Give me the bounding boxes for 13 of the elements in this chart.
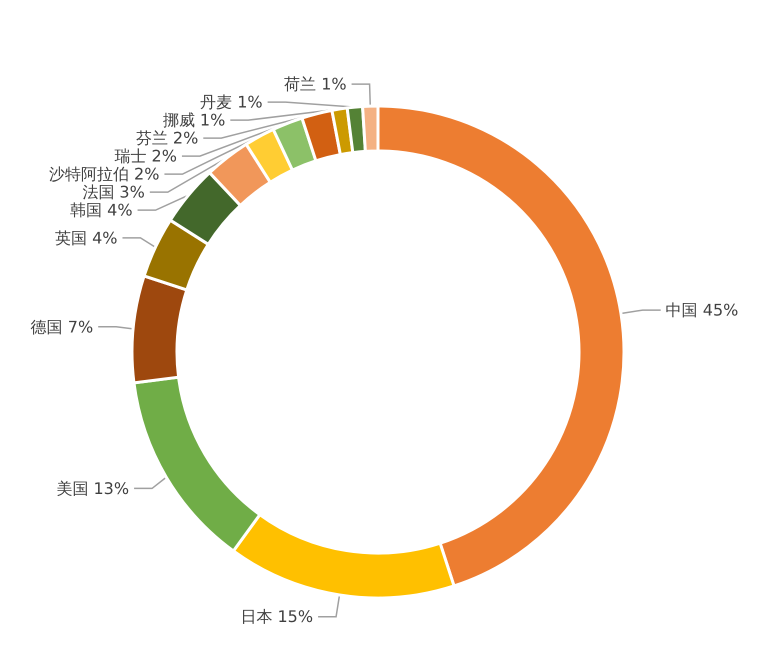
slice-label: 德国 7% [30, 317, 94, 336]
slice-label: 中国 45% [666, 300, 738, 320]
slice-label: 芬兰 2% [136, 128, 198, 148]
slice-label: 日本 15% [240, 607, 314, 626]
slice-label: 韩国 4% [70, 200, 133, 220]
slice-label: 挪威 1% [162, 110, 226, 130]
slice-label: 瑞士 2% [114, 146, 177, 166]
slice-label: 丹麦 1% [200, 92, 263, 112]
slice-label: 沙特阿拉伯 2% [48, 164, 160, 184]
slice-label: 英国 4% [54, 228, 118, 248]
slice-label: 法国 3% [82, 182, 145, 202]
slice-label: 荷兰 1% [284, 74, 347, 94]
slice-label: 美国 13% [56, 478, 130, 498]
